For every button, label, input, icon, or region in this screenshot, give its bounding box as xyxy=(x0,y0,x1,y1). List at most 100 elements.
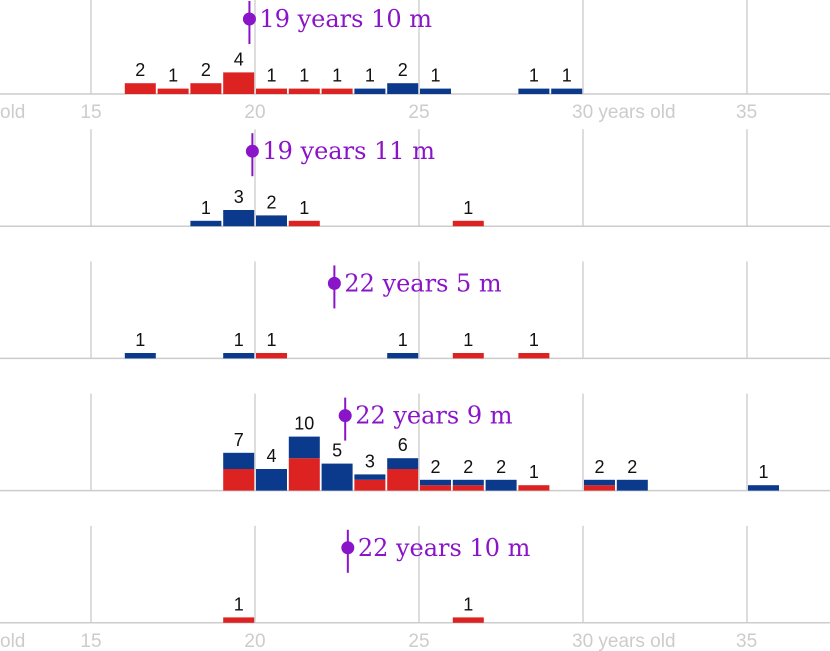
bar-segment-blue xyxy=(387,458,419,469)
average-marker-dot xyxy=(327,276,341,290)
bar-segment-red xyxy=(452,617,484,623)
x-tick-label: 35 xyxy=(736,102,757,123)
bar-segment-red xyxy=(124,83,156,94)
bar-count-label: 1 xyxy=(135,330,145,350)
bar-count-label: 1 xyxy=(365,66,375,86)
bar-segment-blue xyxy=(190,220,222,227)
average-marker-dot xyxy=(341,541,355,555)
x-tick-label: old xyxy=(0,102,25,123)
average-label: 22 years 10 m xyxy=(358,534,531,562)
bar-segment-blue xyxy=(518,88,550,94)
bar-segment-blue xyxy=(288,436,320,459)
bar-segment-blue xyxy=(387,353,419,359)
bar-count-label: 1 xyxy=(398,330,408,350)
bar-segment-red xyxy=(387,469,419,491)
bar-count-label: 1 xyxy=(168,66,178,86)
bar-segment-red xyxy=(452,353,484,359)
bar-count-label: 2 xyxy=(430,457,440,477)
bar-segment-blue xyxy=(256,469,287,491)
bar-segment-red xyxy=(321,88,353,94)
bar-segment-blue xyxy=(452,479,484,486)
bar-segment-red xyxy=(452,220,484,227)
average-marker-dot xyxy=(338,409,352,423)
average-label: 19 years 10 m xyxy=(259,5,432,33)
bar-count-label: 2 xyxy=(398,60,408,80)
bar-count-label: 1 xyxy=(562,66,572,86)
average-label: 22 years 9 m xyxy=(355,402,513,430)
bar-segment-red xyxy=(256,88,287,94)
bar-count-label: 1 xyxy=(529,462,539,482)
bar-count-label: 2 xyxy=(266,192,276,212)
bar-segment-red xyxy=(223,617,255,623)
bar-count-label: 4 xyxy=(234,49,244,69)
bar-segment-red xyxy=(518,485,550,491)
bar-count-label: 1 xyxy=(463,594,473,614)
bar-segment-red xyxy=(452,485,484,491)
bar-count-label: 1 xyxy=(299,66,309,86)
x-tick-label: 20 xyxy=(244,102,265,123)
bar-count-label: 5 xyxy=(332,441,342,461)
bar-count-label: 2 xyxy=(594,457,604,477)
bar-segment-red xyxy=(518,353,550,359)
bar-segment-blue xyxy=(256,215,287,227)
bar-segment-blue xyxy=(551,88,583,94)
bar-segment-blue xyxy=(321,463,353,491)
average-label: 19 years 11 m xyxy=(262,137,435,165)
bar-segment-red xyxy=(288,88,320,94)
bar-segment-red xyxy=(223,72,255,94)
x-tick-label: 25 xyxy=(408,102,429,123)
bar-count-label: 1 xyxy=(463,198,473,218)
bar-segment-blue xyxy=(354,474,386,480)
x-tick-label: 15 xyxy=(80,631,101,651)
bar-count-label: 3 xyxy=(365,451,375,471)
x-tick-label: 35 xyxy=(736,631,757,651)
x-tick-label: old xyxy=(0,631,25,651)
bar-segment-blue xyxy=(124,353,156,359)
bar-count-label: 1 xyxy=(529,66,539,86)
bar-count-label: 2 xyxy=(463,457,473,477)
bar-segment-blue xyxy=(223,452,255,469)
bar-segment-blue xyxy=(584,479,615,486)
bar-segment-red xyxy=(354,479,386,491)
bar-segment-red xyxy=(584,485,615,491)
bar-segment-blue xyxy=(354,88,386,94)
x-tick-label: 20 xyxy=(244,631,265,651)
average-label: 22 years 5 m xyxy=(344,269,502,297)
bar-count-label: 1 xyxy=(266,66,276,86)
average-marker-dot xyxy=(245,144,259,158)
bar-segment-blue xyxy=(420,88,451,94)
histogram-panel-3: 1 1 1 1 1 1 22 years 5 m xyxy=(0,261,830,360)
bar-segment-red xyxy=(190,83,222,94)
bar-count-label: 7 xyxy=(234,430,244,450)
bar-count-label: 1 xyxy=(201,198,211,218)
bar-count-label: 2 xyxy=(201,60,211,80)
bar-segment-blue xyxy=(420,479,451,486)
bar-segment-blue xyxy=(223,210,255,227)
bar-segment-red xyxy=(256,353,287,359)
bar-segment-red xyxy=(157,88,189,94)
bar-count-label: 1 xyxy=(758,462,768,482)
bar-segment-blue xyxy=(485,479,517,491)
bar-segment-blue xyxy=(223,353,255,359)
x-tick-label: 15 xyxy=(80,102,101,123)
bar-segment-blue xyxy=(748,485,779,491)
bar-count-label: 1 xyxy=(266,330,276,350)
x-tick-label: 30 years old xyxy=(572,631,676,651)
histogram-panel-2: 1 3 2 1 1 19 years 11 m xyxy=(0,129,830,227)
bar-segment-red xyxy=(288,220,320,227)
bar-segment-blue xyxy=(616,479,648,491)
x-tick-label: 25 xyxy=(408,631,429,651)
bar-count-label: 1 xyxy=(234,330,244,350)
bar-segment-red xyxy=(420,485,451,491)
bar-count-label: 2 xyxy=(627,457,637,477)
bar-count-label: 1 xyxy=(299,198,309,218)
bar-count-label: 1 xyxy=(234,594,244,614)
histogram-panel-4: 7 4 10 5 3 6 2 2 2 1 2 2 1 22 years 9 m xyxy=(0,393,830,492)
histogram-panel-5: old 15 20 25 30 years old 35 1 1 22 years 10 m xyxy=(0,525,830,651)
bar-count-label: 2 xyxy=(496,457,506,477)
bar-count-label: 2 xyxy=(135,60,145,80)
histogram-panel-1: old 15 20 25 30 years old 35 2 1 2 4 1 1 1 1 2 1 1 1 19 ye… xyxy=(0,0,830,123)
bar-segment-red xyxy=(288,458,320,491)
bar-count-label: 10 xyxy=(294,414,314,434)
